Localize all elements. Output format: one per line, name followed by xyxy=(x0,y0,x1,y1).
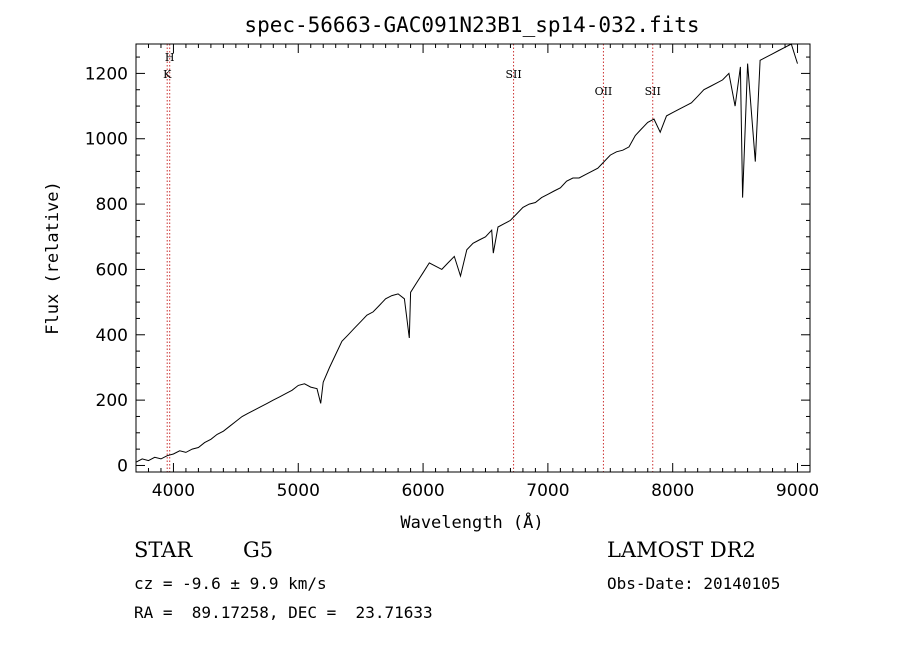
y-tick-label: 200 xyxy=(96,391,128,411)
observation-date: Obs-Date: 20140105 xyxy=(607,574,781,593)
x-tick-label: 4000 xyxy=(152,481,195,501)
x-axis-label: Wavelength (Å) xyxy=(400,511,543,533)
spectrum-line xyxy=(135,43,798,463)
line-marker-label: SII xyxy=(505,68,521,81)
object-subclass: G5 xyxy=(243,538,274,562)
y-tick-label: 400 xyxy=(96,326,128,346)
y-tick-label: 600 xyxy=(96,260,128,280)
x-axis: 4000 5000 6000 7000 8000 9000 xyxy=(135,44,819,501)
line-marker-label: H xyxy=(165,51,175,64)
x-tick-label: 6000 xyxy=(401,481,444,501)
plot-frame xyxy=(135,43,811,473)
x-tick-label: 7000 xyxy=(526,481,569,501)
line-markers: KH SII OII SII xyxy=(163,44,661,472)
chart-title: spec-56663-GAC091N23B1_sp14-032.fits xyxy=(244,13,699,37)
y-tick-label: 0 xyxy=(117,456,128,476)
y-tick-label: 1200 xyxy=(85,64,128,84)
coordinates: RA = 89.17258, DEC = 23.71633 xyxy=(134,603,433,622)
x-tick-label: 8000 xyxy=(651,481,694,501)
x-tick-label: 9000 xyxy=(776,481,819,501)
object-type: STAR xyxy=(134,538,193,562)
y-tick-label: 800 xyxy=(96,195,128,215)
line-marker-label: OII xyxy=(595,85,613,98)
y-tick-label: 1000 xyxy=(85,130,128,150)
line-marker-label: SII xyxy=(645,85,661,98)
y-axis-label: Flux (relative) xyxy=(43,181,63,335)
redshift-cz: cz = -9.6 ± 9.9 km/s xyxy=(134,574,327,593)
line-marker-label: K xyxy=(163,68,172,81)
y-axis: 0 200 400 600 800 1000 1200 xyxy=(85,56,810,476)
x-tick-label: 5000 xyxy=(277,481,320,501)
survey-name: LAMOST DR2 xyxy=(607,538,756,562)
